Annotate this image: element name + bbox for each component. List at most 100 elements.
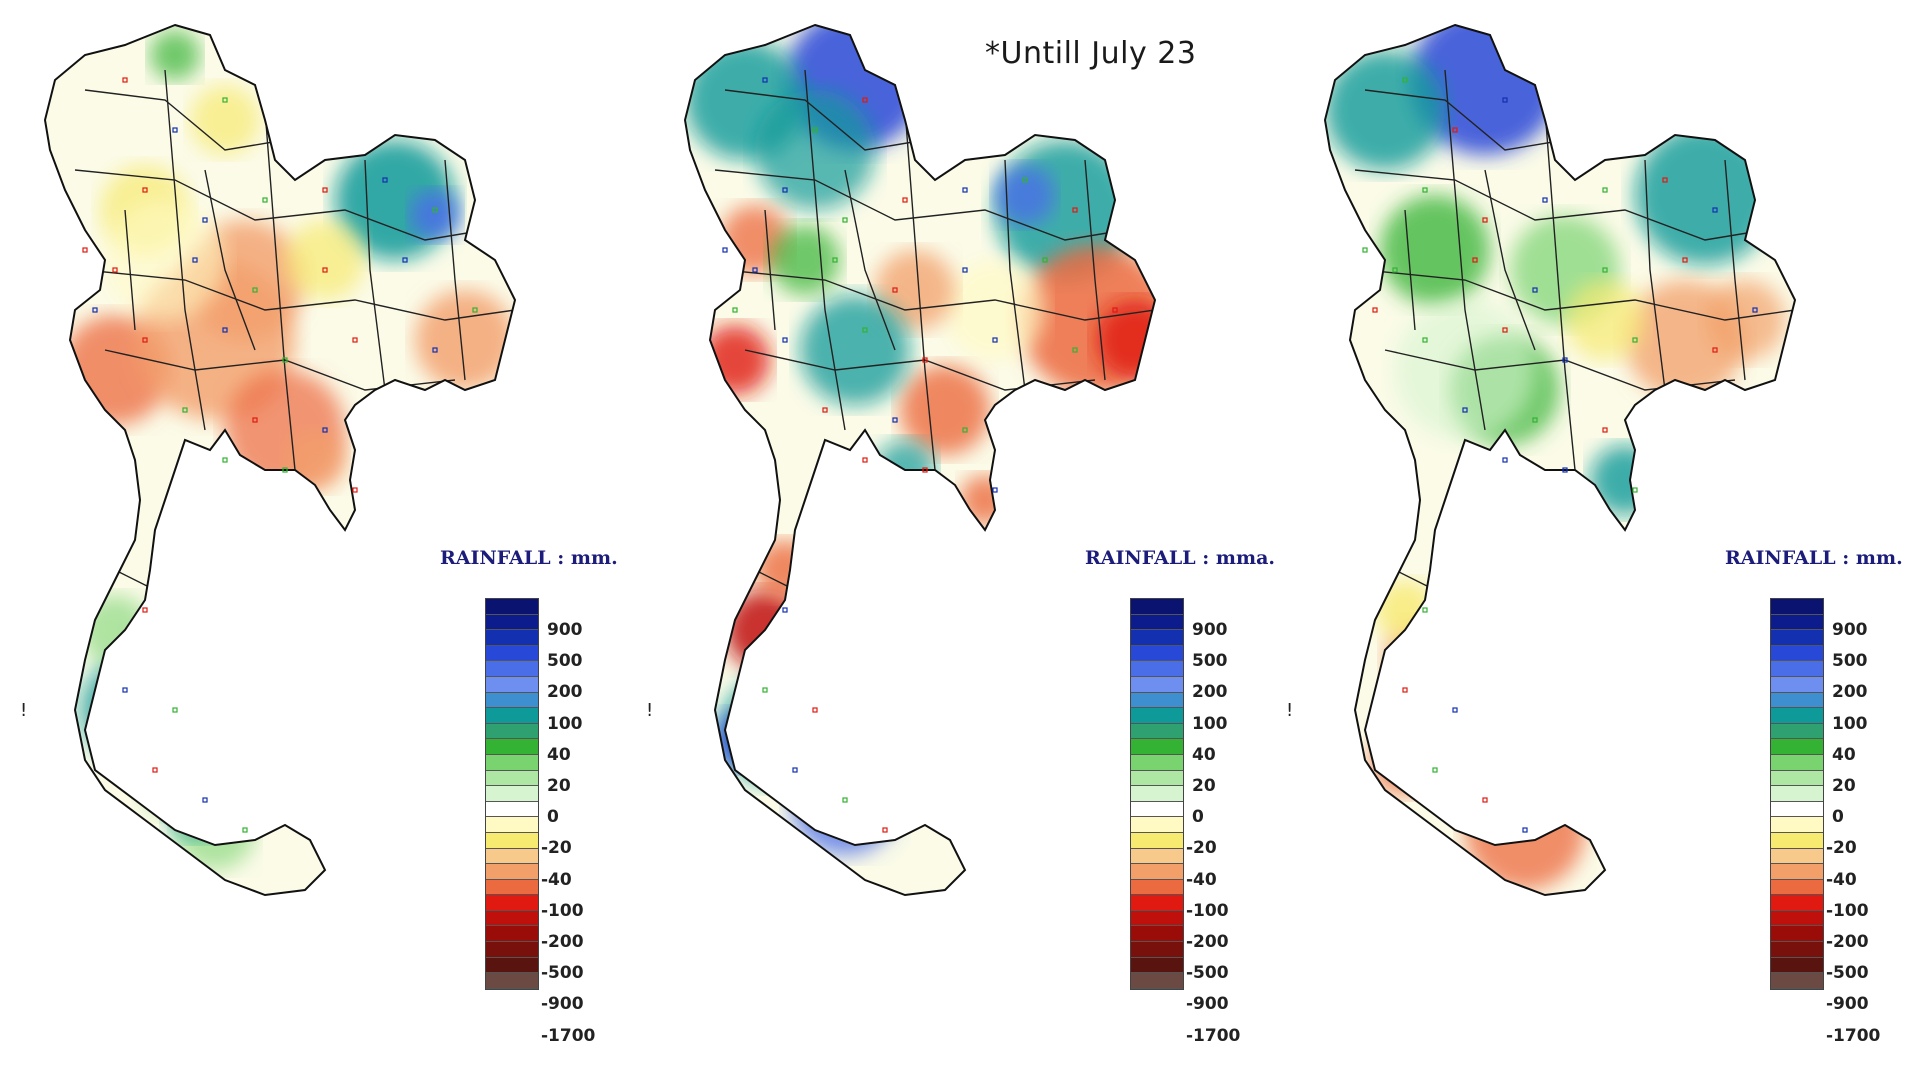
contour-blob — [410, 190, 460, 240]
legend-swatch — [1771, 864, 1823, 880]
legend-swatch — [486, 832, 538, 849]
boundary-line — [1444, 69, 1486, 431]
boundary-line — [74, 169, 486, 241]
station-marker — [782, 607, 788, 613]
legend-swatch — [486, 786, 538, 802]
legend-swatch — [1771, 599, 1823, 615]
station-marker — [862, 97, 868, 103]
legend-tick-label: -40 — [541, 869, 572, 890]
station-marker — [1752, 307, 1758, 313]
station-marker — [922, 467, 928, 473]
station-marker — [962, 187, 968, 193]
contour-blob — [150, 30, 200, 80]
station-marker — [1022, 177, 1028, 183]
contour-blob — [80, 595, 150, 665]
legend-swatch — [486, 942, 538, 958]
station-marker — [222, 97, 228, 103]
station-marker — [1542, 197, 1548, 203]
station-marker — [1422, 187, 1428, 193]
legend-swatch — [1131, 661, 1183, 677]
legend-swatch — [1771, 630, 1823, 646]
legend-swatch — [486, 910, 538, 927]
legend-tick-label: -200 — [1186, 932, 1229, 952]
legend-swatch — [1131, 926, 1183, 943]
station-marker — [1472, 257, 1478, 263]
contour-blob — [1635, 125, 1775, 265]
legend-tick-label: -500 — [1186, 963, 1229, 984]
legend-swatch — [1131, 879, 1183, 896]
station-marker — [902, 197, 908, 203]
contour-blob — [720, 675, 830, 785]
legend-tick-label: 200 — [547, 682, 583, 703]
contour-blob — [1395, 300, 1535, 440]
boundary-line — [784, 629, 826, 831]
legend-tick-label: 0 — [1192, 807, 1204, 828]
station-marker — [792, 767, 798, 773]
rainfall-contours — [685, 25, 1155, 855]
boundary-line — [1084, 159, 1106, 381]
legend-tick-label: -1700 — [541, 1025, 596, 1046]
legend-swatch — [486, 739, 538, 755]
station-marker — [1562, 467, 1568, 473]
contour-blob — [790, 745, 900, 855]
station-marker — [322, 427, 328, 433]
station-marker — [1402, 687, 1408, 693]
legend-swatch — [1131, 957, 1183, 974]
boundary-line — [1354, 169, 1766, 241]
station-marker — [1072, 207, 1078, 213]
station-marker — [1432, 767, 1438, 773]
boundary-line — [1404, 209, 1416, 331]
station-marker — [832, 257, 838, 263]
rainfall-map — [1323, 23, 1797, 897]
legend-tick-label: -900 — [1826, 994, 1869, 1015]
station-marker — [752, 267, 758, 273]
boundary-line — [1724, 159, 1746, 381]
legend-swatch — [486, 848, 538, 865]
legend-swatch — [486, 661, 538, 677]
station-marker — [1072, 347, 1078, 353]
station-marker — [472, 307, 478, 313]
legend-tick-label: -500 — [541, 963, 584, 984]
station-marker — [1422, 337, 1428, 343]
contour-blob — [715, 710, 775, 770]
contour-blob — [165, 780, 225, 840]
station-markers — [82, 77, 478, 833]
boundary-line — [724, 269, 1155, 321]
legend-swatch — [1771, 910, 1823, 927]
legend-tick-label: 900 — [1192, 620, 1228, 640]
station-marker — [92, 307, 98, 313]
date-note: *Untill July 23 — [985, 36, 1197, 71]
map-panel-middle: ! RAINFALL : mma. 900 500 200 100 40 20 0 -20 -40-… — [640, 0, 1280, 1081]
station-marker — [1602, 267, 1608, 273]
station-marker — [1602, 187, 1608, 193]
contour-blob — [945, 260, 1045, 360]
station-marker — [142, 187, 148, 193]
station-marker — [862, 327, 868, 333]
legend-swatch — [1771, 895, 1823, 911]
station-marker — [202, 797, 208, 803]
boundary-line — [844, 169, 896, 351]
legend-tick-label: -20 — [1186, 838, 1217, 859]
boundary-line — [124, 209, 136, 331]
contour-blob — [1410, 675, 1520, 785]
station-marker — [122, 687, 128, 693]
legend-swatch — [1131, 973, 1183, 989]
station-markers — [1362, 77, 1758, 833]
boundary-line — [1364, 269, 1795, 321]
country-border — [43, 23, 517, 897]
boundary-line — [714, 169, 1126, 241]
legend-tick-label: 200 — [1192, 682, 1228, 703]
station-marker — [322, 267, 328, 273]
legend-tick-label: -200 — [541, 932, 584, 952]
station-marker — [1452, 127, 1458, 133]
contour-blob — [1565, 280, 1645, 360]
legend-swatch — [1131, 801, 1183, 818]
color-legend — [1130, 598, 1184, 990]
legend-swatch — [1771, 879, 1823, 896]
station-marker — [142, 337, 148, 343]
legend-tick-label: -100 — [1826, 900, 1869, 921]
legend-swatch — [1771, 801, 1823, 818]
legend-swatch — [486, 645, 538, 662]
station-marker — [1372, 307, 1378, 313]
station-marker — [322, 187, 328, 193]
